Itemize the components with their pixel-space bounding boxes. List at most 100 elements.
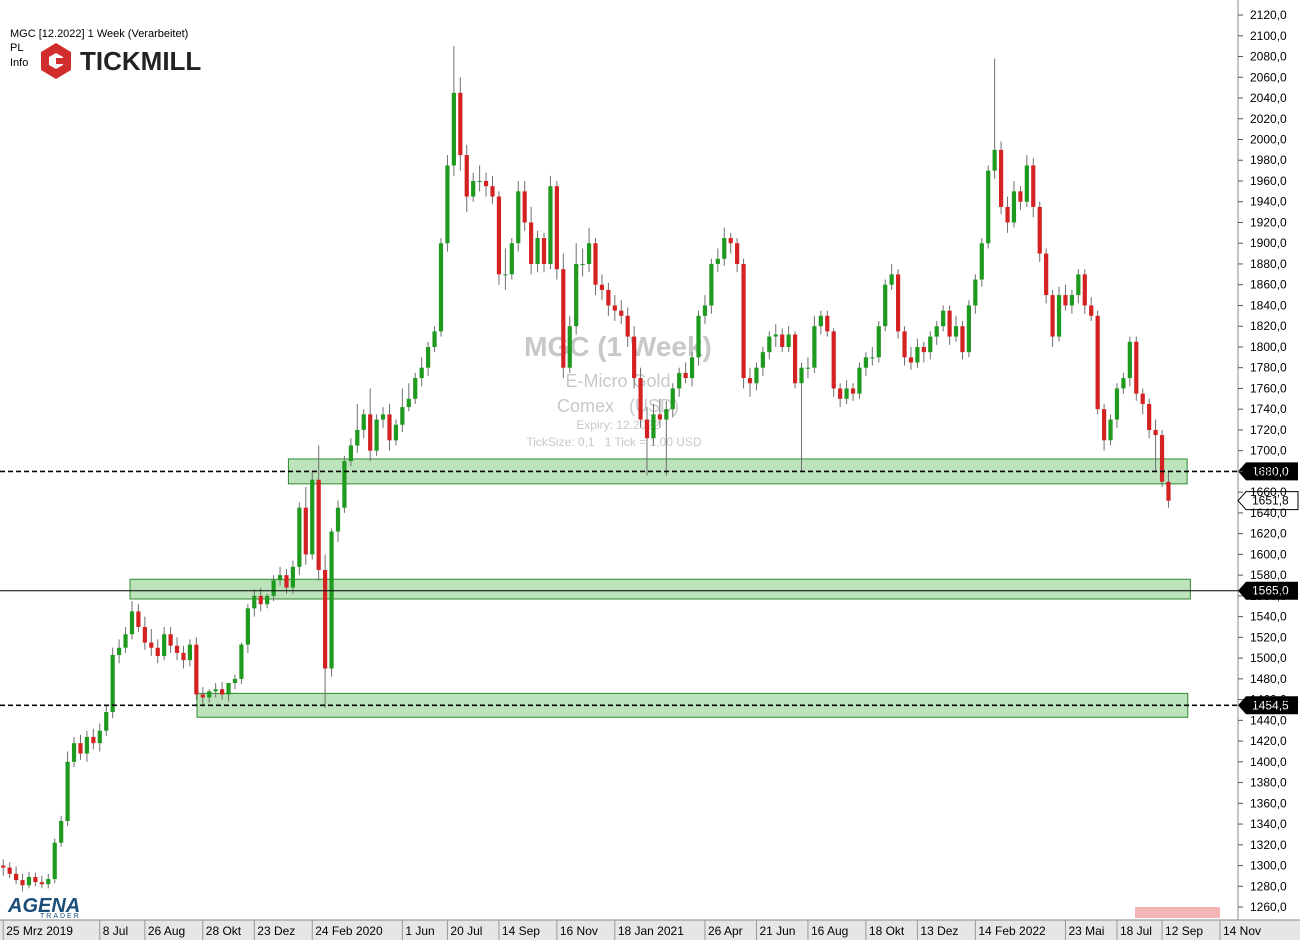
candle-body [265, 595, 270, 605]
candle-body [805, 367, 811, 369]
candle-body [348, 445, 353, 462]
candle-body [780, 334, 785, 347]
y-tick-label: 1420,0 [1250, 734, 1287, 748]
candle-body [644, 419, 650, 439]
candle-body [71, 743, 77, 762]
candle-body [39, 882, 44, 885]
candle-body [1159, 435, 1165, 482]
y-tick-label: 1700,0 [1250, 444, 1287, 458]
candle-body [400, 407, 405, 425]
zones [129, 458, 1191, 718]
candle-body [883, 284, 888, 327]
candle-body [722, 238, 727, 259]
candle-body [149, 642, 154, 648]
candle-body [1011, 191, 1017, 223]
last-price-tag [1237, 491, 1299, 511]
x-tick-label: 24 Feb 2020 [315, 924, 383, 938]
watermark-exchange: Comex (USD) [557, 396, 679, 416]
candle-body [735, 243, 740, 264]
candle-body [97, 730, 102, 744]
y-tick-label: 1940,0 [1250, 195, 1287, 209]
candle-body [941, 310, 946, 327]
candle-body [696, 315, 701, 358]
candle-body [760, 352, 765, 368]
candle-body [335, 507, 341, 532]
watermark: MGC (1 Week) E-Micro Gold Comex (USD) Ex… [524, 331, 712, 449]
candle-body [1127, 341, 1132, 379]
candle-body [522, 191, 527, 223]
candle-body [496, 196, 502, 275]
candle-body [863, 357, 868, 368]
zone [129, 578, 1191, 600]
pl-label: PL [10, 42, 23, 54]
y-tick-label: 1840,0 [1250, 298, 1287, 312]
candle-body [65, 761, 70, 821]
candle-body [310, 479, 315, 555]
candle-body [574, 263, 579, 327]
candle-body [136, 611, 141, 627]
candle-body [1063, 295, 1068, 306]
candle-body [1037, 206, 1042, 254]
candle-body [986, 170, 991, 244]
candle-body [451, 92, 456, 166]
candle-body [541, 238, 547, 264]
candle-body [992, 149, 997, 171]
y-tick-label: 2060,0 [1250, 70, 1287, 84]
watermark-ticksize: TickSize: 0,1 1 Tick = 1,00 USD [526, 435, 702, 449]
y-axis: 1260,0 1280,0 1300,0 1320,0 1340,0 1360,0 1380… [1238, 8, 1287, 914]
candle-body [966, 305, 971, 353]
candle-body [857, 367, 862, 394]
candle-body [52, 842, 57, 880]
y-tick-label: 1340,0 [1250, 817, 1287, 831]
candle-body [406, 398, 411, 408]
x-tick-label: 20 Jul [450, 924, 482, 938]
y-tick-label: 1480,0 [1250, 672, 1287, 686]
logo-notch [56, 58, 64, 64]
candle-body [387, 414, 392, 441]
x-tick-label: 12 Sep [1165, 924, 1203, 938]
candle-body [329, 531, 334, 669]
candle-body [1108, 419, 1113, 441]
candle-body [799, 367, 804, 384]
x-tick-label: 18 Jan 2021 [618, 924, 684, 938]
candle-body [754, 367, 759, 384]
candle-body [123, 634, 128, 648]
candle-body [1050, 295, 1055, 337]
x-tick-label: 26 Aug [148, 924, 185, 938]
candle-body [1153, 429, 1158, 436]
candle-body [747, 378, 753, 384]
y-tick-label: 1580,0 [1250, 568, 1287, 582]
candle-body [741, 263, 746, 379]
y-tick-label: 1740,0 [1250, 402, 1287, 416]
candle-body [1018, 191, 1023, 202]
y-tick-label: 1680,0 [1250, 464, 1287, 478]
candle-body [535, 238, 540, 264]
candle-body [567, 326, 572, 368]
candle-body [953, 326, 959, 337]
candle-body [271, 580, 276, 596]
info-label: Info [10, 57, 28, 69]
candle-body [1121, 378, 1126, 389]
candle-body [915, 346, 920, 363]
x-tick-label: 14 Sep [502, 924, 540, 938]
candle-body [709, 263, 714, 306]
y-tick-label: 1640,0 [1250, 506, 1287, 520]
candle-body [516, 191, 521, 244]
y-tick-label: 1280,0 [1250, 879, 1287, 893]
y-tick-label: 1600,0 [1250, 547, 1287, 561]
broker-name: TICKMILL [80, 46, 201, 76]
candle-body [181, 652, 186, 661]
scroll-indicator [1135, 907, 1220, 918]
candle-body [129, 611, 135, 635]
candle-body [529, 222, 534, 264]
x-tick-label: 14 Feb 2022 [978, 924, 1046, 938]
level-label: 1565,0 [1252, 584, 1289, 598]
candle-body [1114, 388, 1120, 420]
candle-body [380, 414, 386, 420]
x-tick-label: 18 Okt [869, 924, 905, 938]
candle-body [902, 331, 907, 358]
candle-body [91, 736, 96, 744]
candle-body [426, 346, 431, 368]
y-tick-label: 1380,0 [1250, 776, 1287, 790]
y-tick-label: 1500,0 [1250, 651, 1287, 665]
